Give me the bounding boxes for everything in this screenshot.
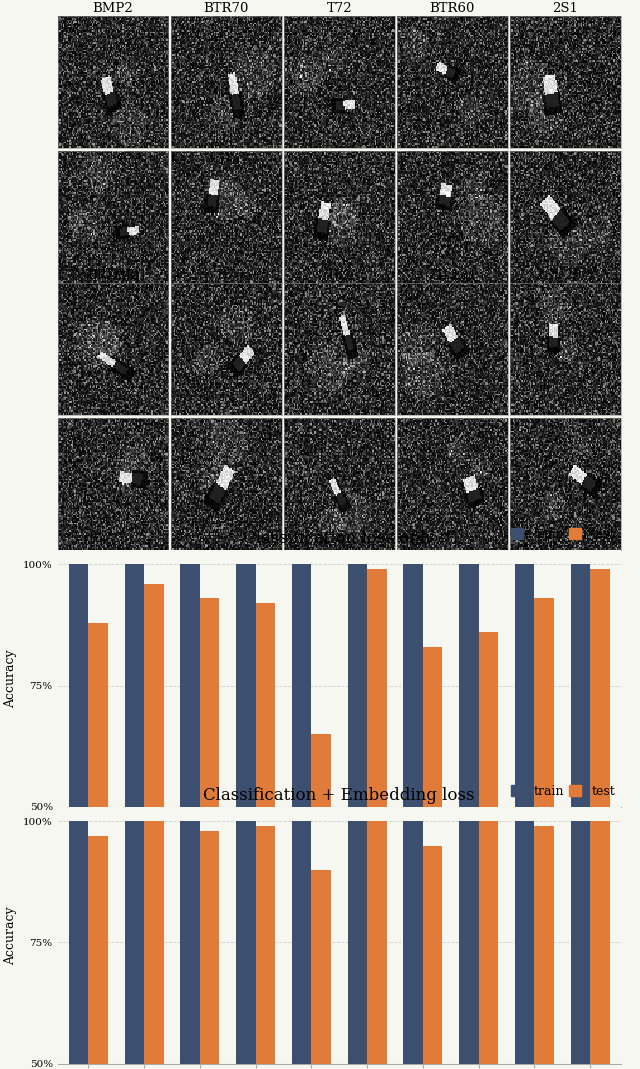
Bar xyxy=(180,821,200,1069)
Bar xyxy=(236,564,255,1049)
Bar xyxy=(200,831,220,1069)
Bar xyxy=(292,821,311,1069)
Bar xyxy=(479,632,498,1049)
Title: T72: T72 xyxy=(326,2,352,15)
Title: BMP2: BMP2 xyxy=(93,2,133,15)
Bar xyxy=(311,734,331,1049)
Title: Classification loss only: Classification loss only xyxy=(243,530,435,547)
Y-axis label: Accuracy: Accuracy xyxy=(4,905,17,964)
Title: ZIL131: ZIL131 xyxy=(428,268,477,282)
Bar xyxy=(68,821,88,1069)
Bar xyxy=(255,603,275,1049)
Bar xyxy=(144,821,164,1069)
Bar xyxy=(236,821,255,1069)
Bar xyxy=(459,821,479,1069)
Bar xyxy=(515,564,534,1049)
Bar xyxy=(534,599,554,1049)
Bar xyxy=(534,826,554,1069)
Bar xyxy=(292,564,311,1049)
Bar xyxy=(348,564,367,1049)
Legend: train, test: train, test xyxy=(506,779,620,803)
Bar xyxy=(590,570,610,1049)
Bar xyxy=(348,821,367,1069)
Bar xyxy=(423,647,442,1049)
Bar xyxy=(571,821,590,1069)
Title: ZSU23/4: ZSU23/4 xyxy=(536,268,595,282)
Bar xyxy=(255,826,275,1069)
Bar xyxy=(403,564,423,1049)
Title: BTR70: BTR70 xyxy=(204,2,249,15)
Bar xyxy=(125,821,144,1069)
Bar xyxy=(590,821,610,1069)
Bar xyxy=(459,564,479,1049)
Bar xyxy=(200,599,220,1049)
Bar xyxy=(571,564,590,1049)
Bar xyxy=(68,564,88,1049)
Bar xyxy=(311,870,331,1069)
Bar xyxy=(367,821,387,1069)
Title: BRDM2: BRDM2 xyxy=(87,268,140,282)
Y-axis label: Accuracy: Accuracy xyxy=(4,649,17,708)
Title: D7: D7 xyxy=(216,268,236,282)
Bar xyxy=(180,564,200,1049)
Legend: train, test: train, test xyxy=(506,523,620,546)
Bar xyxy=(515,821,534,1069)
Title: T62: T62 xyxy=(326,268,352,282)
Bar xyxy=(88,836,108,1069)
Bar xyxy=(144,584,164,1049)
Bar xyxy=(423,846,442,1069)
Title: BTR60: BTR60 xyxy=(429,2,475,15)
Bar xyxy=(125,564,144,1049)
Bar xyxy=(88,622,108,1049)
Bar xyxy=(403,821,423,1069)
Bar xyxy=(479,821,498,1069)
Title: 2S1: 2S1 xyxy=(552,2,579,15)
Title: Classification + Embedding loss: Classification + Embedding loss xyxy=(204,787,475,804)
Bar xyxy=(367,570,387,1049)
